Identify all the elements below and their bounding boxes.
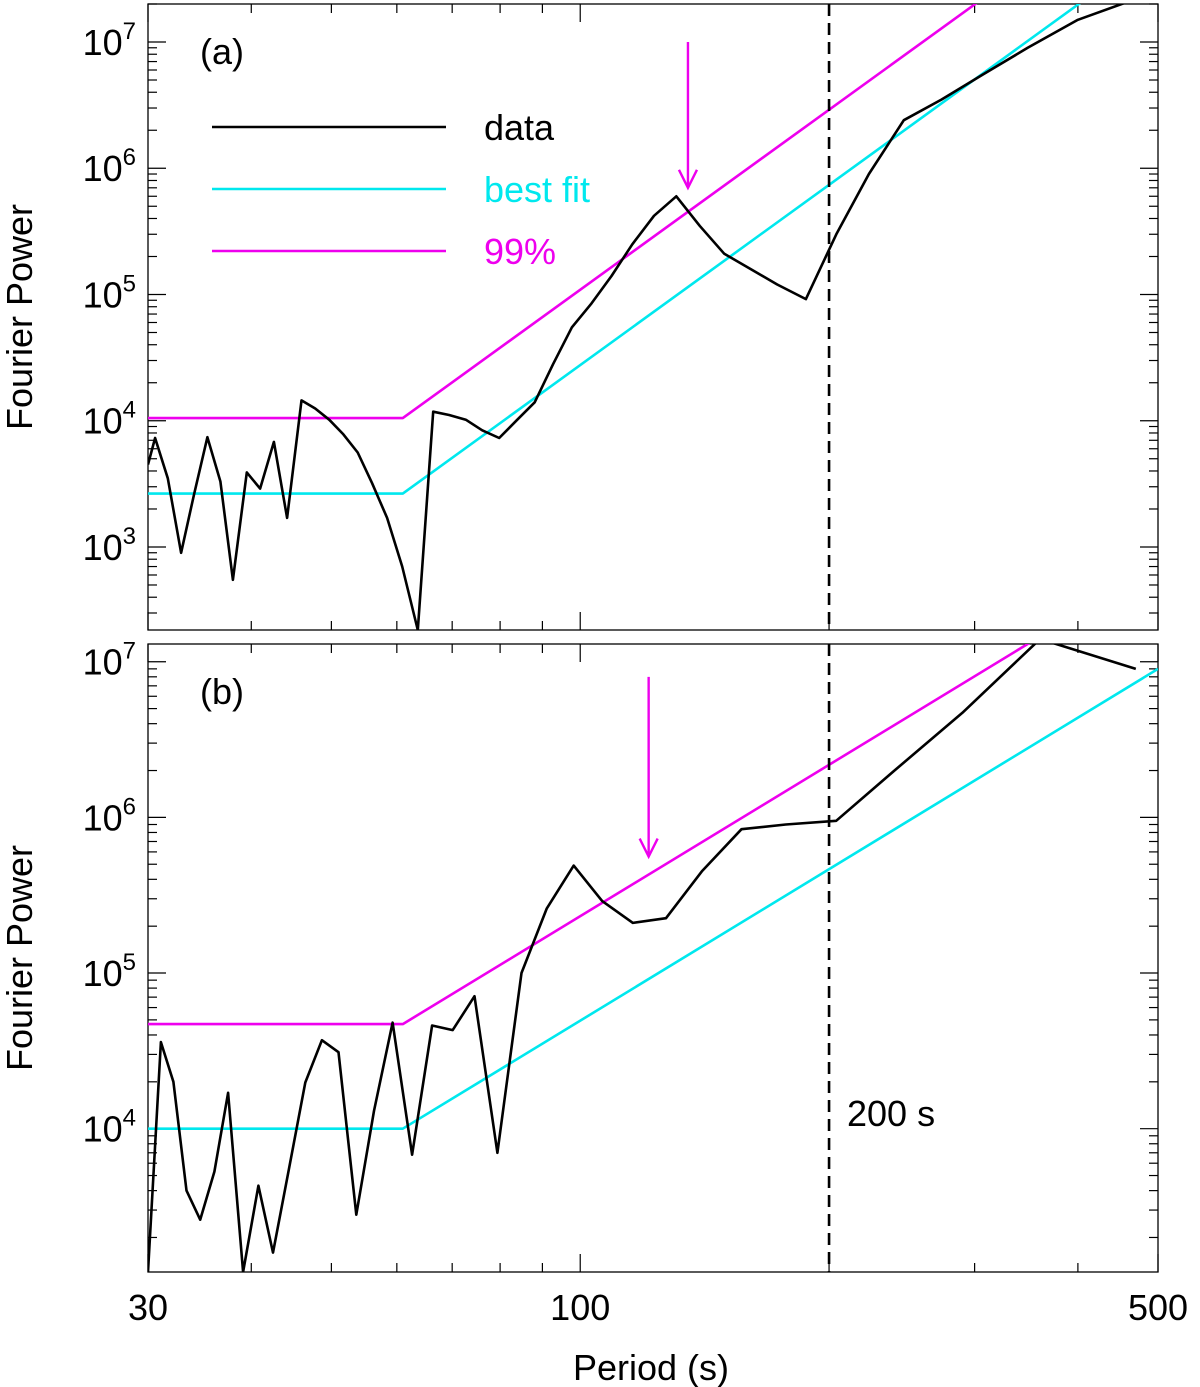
series-group xyxy=(148,644,1158,1272)
y-tick-label: 107 xyxy=(83,638,136,683)
y-axis-title: Fourier Power xyxy=(0,845,40,1071)
x-tick-label: 30 xyxy=(128,1287,168,1328)
y-tick-base: 10 xyxy=(83,527,123,568)
plot-frame xyxy=(147,3,1159,631)
y-tick-base: 10 xyxy=(83,148,123,189)
y-tick-exponent: 7 xyxy=(123,638,136,665)
y-tick-base: 10 xyxy=(83,22,123,63)
y-tick-exponent: 7 xyxy=(123,18,136,45)
plot-frame xyxy=(147,643,1159,1273)
x-axis-title: Period (s) xyxy=(573,1347,729,1387)
series-best-fit-line xyxy=(148,667,1158,1130)
y-tick-label: 107 xyxy=(83,18,136,63)
legend-label: data xyxy=(484,107,555,148)
x-tick-label: 100 xyxy=(550,1287,610,1328)
y-tick-base: 10 xyxy=(83,401,123,442)
y-tick-label: 106 xyxy=(83,144,136,189)
series-data-line xyxy=(148,4,1126,630)
series-best-fit-line xyxy=(148,4,1081,495)
y-tick-base: 10 xyxy=(83,274,123,315)
y-tick-base: 10 xyxy=(83,953,123,994)
y-axis-title: Fourier Power xyxy=(0,204,40,430)
arrow-head xyxy=(638,838,659,860)
panel-label: (b) xyxy=(200,671,244,712)
series-99-percent-line xyxy=(148,644,1031,1026)
legend-label: 99% xyxy=(484,231,556,272)
y-tick-label: 105 xyxy=(83,270,136,315)
y-tick-base: 10 xyxy=(83,797,123,838)
y-tick-label: 104 xyxy=(83,1105,136,1150)
y-tick-exponent: 3 xyxy=(123,523,136,550)
y-tick-label: 104 xyxy=(83,397,136,442)
y-tick-exponent: 6 xyxy=(123,793,136,820)
y-tick-base: 10 xyxy=(83,642,123,683)
series-99-percent-line xyxy=(148,4,978,420)
y-tick-exponent: 4 xyxy=(123,397,136,424)
y-tick-label: 106 xyxy=(83,793,136,838)
y-tick-exponent: 6 xyxy=(123,144,136,171)
y-tick-label: 103 xyxy=(83,523,136,568)
y-tick-exponent: 5 xyxy=(123,270,136,297)
arrow-head xyxy=(677,169,699,191)
panel-label: (a) xyxy=(200,31,244,72)
y-tick-base: 10 xyxy=(83,1109,123,1150)
y-tick-exponent: 5 xyxy=(123,949,136,976)
annotation-200s: 200 s xyxy=(847,1093,935,1134)
legend-label: best fit xyxy=(484,169,590,210)
x-tick-label: 500 xyxy=(1128,1287,1188,1328)
series-group xyxy=(148,4,1126,630)
y-tick-exponent: 4 xyxy=(123,1105,136,1132)
series-data-line xyxy=(148,644,1137,1272)
y-tick-label: 105 xyxy=(83,949,136,994)
